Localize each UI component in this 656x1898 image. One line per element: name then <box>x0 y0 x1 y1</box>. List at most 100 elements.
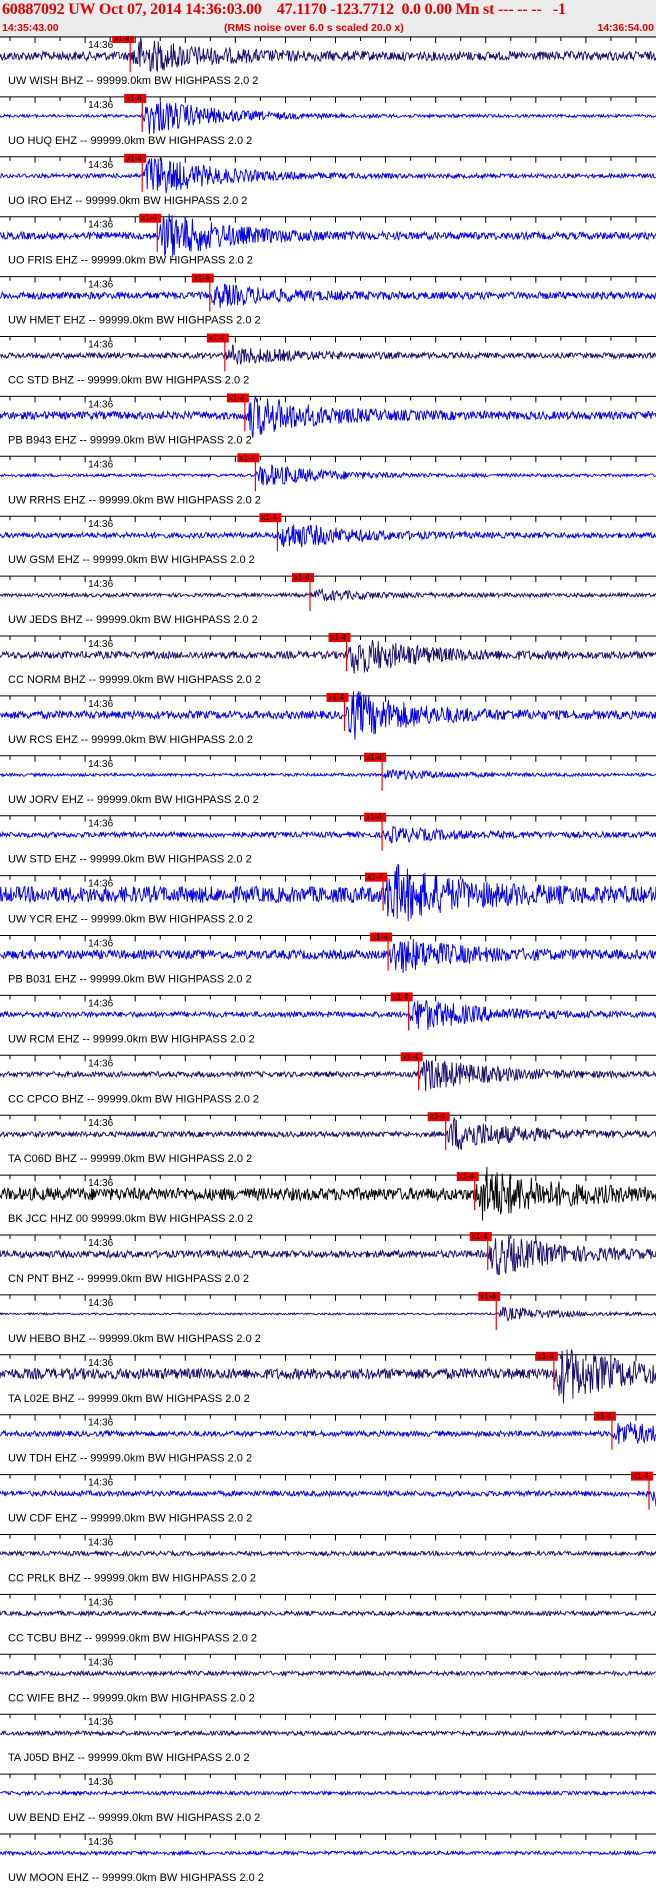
tick-label: 14:36 <box>88 759 113 770</box>
waveform-trace <box>0 464 656 486</box>
station-label: UO FRIS EHZ -- 99999.0km BW HIGHPASS 2.0… <box>8 255 253 267</box>
tick-label: 14:36 <box>88 220 113 231</box>
waveform-trace <box>0 213 656 258</box>
pick-label: x1-4 <box>194 274 210 283</box>
station-label: UW STD EHZ -- 99999.0km BW HIGHPASS 2.0 … <box>8 854 252 866</box>
tick-label: 14:36 <box>88 1538 113 1549</box>
pick-flag <box>593 1411 616 1421</box>
pick-flag <box>365 872 388 882</box>
pick-flag <box>191 273 214 283</box>
pick-flag <box>400 1052 423 1062</box>
pick-label: x1-4 <box>393 992 409 1001</box>
tick-label: 14:36 <box>88 1358 113 1369</box>
waveform-trace <box>0 1609 656 1618</box>
time-start-label: 14:35:43.00 <box>2 22 59 34</box>
tick-label: 14:36 <box>88 639 113 650</box>
tick-label: 14:36 <box>88 399 113 410</box>
pick-label: x1-4 <box>459 1172 475 1181</box>
station-label: CC WIFE BHZ -- 99999.0km BW HIGHPASS 2.0… <box>8 1692 255 1704</box>
waveform-trace <box>0 826 656 844</box>
pick-flag <box>390 992 413 1002</box>
event-title: 60887092 UW Oct 07, 2014 14:36:03.00 47.… <box>2 1 566 18</box>
pick-label: x1-4 <box>472 1232 488 1241</box>
tick-label: 14:36 <box>88 100 113 111</box>
waveform-trace <box>0 640 656 674</box>
waveform-trace <box>0 101 656 135</box>
waveform-trace <box>0 1000 656 1030</box>
station-label: UW BEND EHZ -- 99999.0km BW HIGHPASS 2.0… <box>8 1812 260 1824</box>
pick-flag <box>535 1351 558 1361</box>
pick-label: x1-4 <box>294 573 310 582</box>
pick-flag <box>630 1471 653 1481</box>
pick-flag <box>328 633 351 642</box>
station-label: BK JCC HHZ 00 99999.0km BW HIGHPASS 2.0 … <box>8 1213 253 1225</box>
pick-label: x1-4 <box>126 154 142 163</box>
waveform-trace <box>0 1729 656 1738</box>
waveform-trace <box>0 1849 656 1857</box>
pick-label: x1-4 <box>596 1412 612 1421</box>
tick-label: 14:36 <box>88 519 113 530</box>
tick-label: 14:36 <box>88 939 113 950</box>
tick-label: 14:36 <box>88 1657 113 1668</box>
waveform-trace <box>0 1116 656 1150</box>
pick-label: x1-4 <box>366 813 382 822</box>
waveform-trace <box>0 1306 656 1323</box>
pick-label: x1-4 <box>114 36 130 43</box>
station-label: PB B031 EHZ -- 99999.0km BW HIGHPASS 2.0… <box>8 974 252 986</box>
tick-label: 14:36 <box>88 819 113 830</box>
waveform-trace <box>0 1348 656 1404</box>
pick-flag <box>478 1291 501 1301</box>
pick-flag <box>364 752 387 762</box>
station-label: CC STD BHZ -- 99999.0km BW HIGHPASS 2.0 … <box>8 375 249 387</box>
tick-label: 14:36 <box>88 160 113 171</box>
pick-flag <box>139 213 162 223</box>
waveform-trace <box>0 1059 656 1092</box>
waveform-trace <box>0 1549 656 1558</box>
rms-note: (RMS noise over 6.0 s scaled 20.0 x) <box>224 22 404 34</box>
waveform-trace <box>0 1669 656 1678</box>
waveform-trace <box>0 283 656 308</box>
station-label: UO IRO EHZ -- 99999.0km BW HIGHPASS 2.0 … <box>8 195 247 207</box>
tick-label: 14:36 <box>88 459 113 470</box>
pick-flag <box>112 36 135 43</box>
pick-flag <box>364 812 387 822</box>
tick-label: 14:36 <box>88 1238 113 1249</box>
station-label: UW CDF EHZ -- 99999.0km BW HIGHPASS 2.0 … <box>8 1513 252 1525</box>
pick-flag <box>456 1172 479 1182</box>
pick-flag <box>469 1232 492 1241</box>
station-label: UW RCM EHZ -- 99999.0km BW HIGHPASS 2.0 … <box>8 1033 255 1045</box>
station-label: UW HEBO BHZ -- 99999.0km BW HIGHPASS 2.0… <box>8 1333 261 1345</box>
station-label: TA L02E BHZ -- 99999.0km BW HIGHPASS 2.0… <box>8 1393 250 1405</box>
tick-label: 14:36 <box>88 340 113 351</box>
seismogram-plot: 14:36 UW WISH BHZ -- 99999.0km BW HIGHPAS… <box>0 36 656 1884</box>
pick-flag <box>427 1112 450 1122</box>
pick-label: x1-4 <box>329 693 345 702</box>
waveform-trace <box>0 1166 656 1221</box>
pick-label: x1-4 <box>366 753 382 762</box>
station-label: CN PNT BHZ -- 99999.0km BW HIGHPASS 2.0 … <box>8 1273 249 1285</box>
pick-label: x1-4 <box>331 633 347 642</box>
pick-label: x1-4 <box>538 1352 554 1361</box>
waveform-trace <box>0 1489 656 1507</box>
pick-flag <box>291 573 314 583</box>
station-label: UW JORV EHZ -- 99999.0km BW HIGHPASS 2.0… <box>8 794 259 806</box>
pick-flag <box>124 93 147 103</box>
station-label: UW RRHS EHZ -- 99999.0km BW HIGHPASS 2.0… <box>8 494 261 506</box>
pick-label: x1-4 <box>403 1052 419 1061</box>
pick-label: x1-4 <box>126 94 142 103</box>
waveform-trace <box>0 524 656 548</box>
station-label: UW JEDS BHZ -- 99999.0km BW HIGHPASS 2.0… <box>8 614 258 626</box>
station-label: TA C06D BHZ -- 99999.0km BW HIGHPASS 2.0… <box>8 1153 252 1165</box>
tick-label: 14:36 <box>88 1418 113 1429</box>
station-label: UW MOON EHZ -- 99999.0km BW HIGHPASS 2.0… <box>8 1872 264 1884</box>
waveform-trace <box>0 344 656 365</box>
tick-label: 14:36 <box>88 1118 113 1129</box>
tick-label: 14:36 <box>88 1058 113 1069</box>
tick-label: 14:36 <box>88 998 113 1009</box>
pick-flag <box>370 932 393 942</box>
pick-label: x1-4 <box>372 933 388 942</box>
waveform-trace <box>0 769 656 781</box>
station-label: CC TCBU BHZ -- 99999.0km BW HIGHPASS 2.0… <box>8 1632 257 1644</box>
station-label: UW TDH EHZ -- 99999.0km BW HIGHPASS 2.0 … <box>8 1453 252 1465</box>
pick-flag <box>226 393 249 403</box>
